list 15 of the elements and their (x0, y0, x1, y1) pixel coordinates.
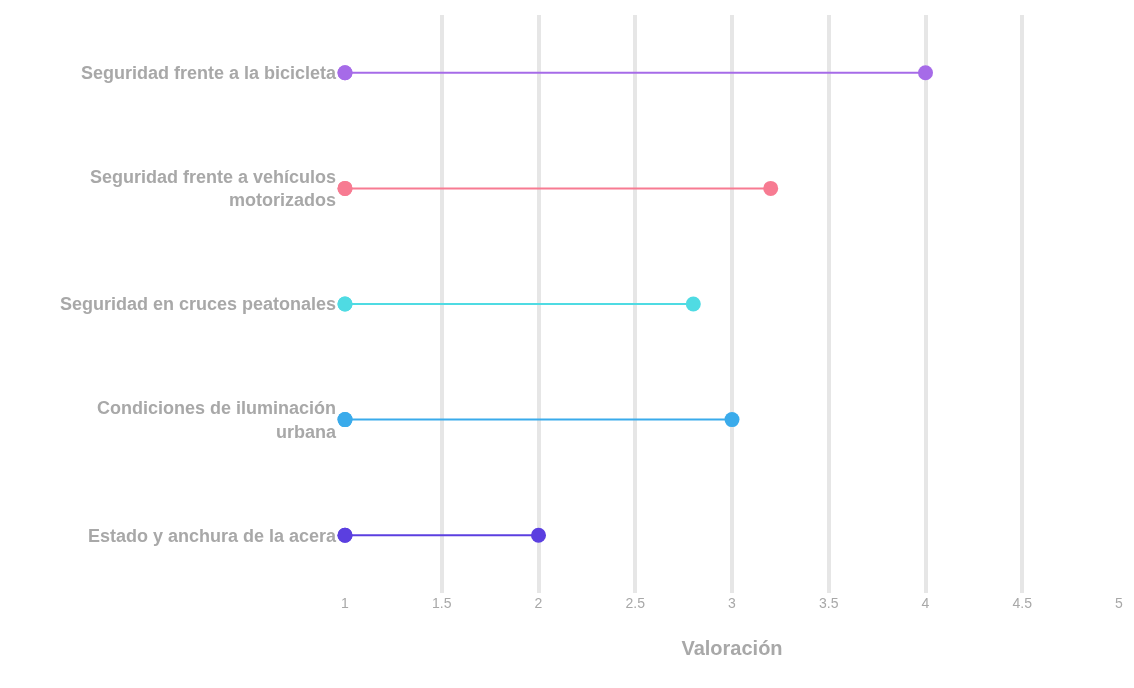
x-tick-label: 5 (1115, 595, 1124, 611)
x-tick-label: 1 (341, 595, 350, 611)
x-tick-label: 3.5 (819, 595, 839, 611)
y-tick-label: Seguridad frente a vehículos motorizados (89, 167, 336, 211)
x-tick-label: 3 (728, 595, 737, 611)
y-tick-label: Estado y anchura de la acera (87, 525, 337, 546)
y-tick-label: Seguridad frente a la bicicleta (80, 63, 337, 84)
x-tick-label: 1.5 (432, 595, 452, 611)
x-tick-label: 4.5 (1012, 595, 1033, 611)
y-tick-label: Seguridad en cruces peatonales (59, 294, 336, 315)
x-tick-label: 2.5 (625, 595, 646, 611)
y-tick-label: Condiciones de iluminación urbana (96, 398, 337, 442)
x-axis-title: Valoración (681, 636, 783, 659)
x-tick-label: 2 (534, 595, 543, 611)
x-tick-label: 4 (921, 595, 930, 611)
